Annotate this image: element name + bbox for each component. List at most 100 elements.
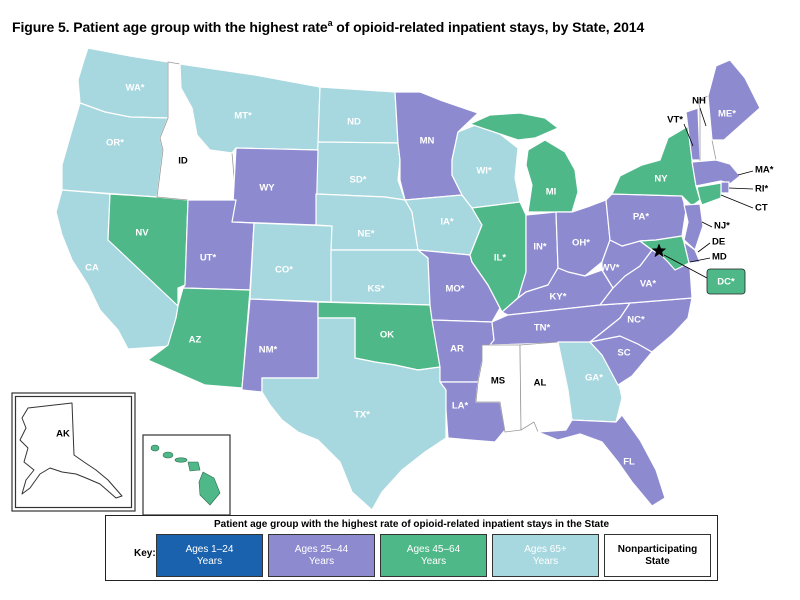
leader-line-ma bbox=[737, 170, 754, 176]
state-label-az: AZ bbox=[189, 335, 202, 346]
state-label-tx: TX* bbox=[354, 410, 370, 421]
figure-title-rest: of opioid-related inpatient stays, by St… bbox=[332, 19, 645, 35]
state-label-la: LA* bbox=[452, 401, 469, 412]
state-label-mo: MO* bbox=[446, 284, 465, 295]
state-label-dc: DC* bbox=[717, 277, 735, 288]
state-label-mn: MN bbox=[420, 136, 435, 147]
figure-title: Figure 5. Patient age group with the hig… bbox=[12, 18, 645, 36]
leader-line-md bbox=[689, 257, 711, 263]
state-label-in: IN* bbox=[533, 242, 547, 253]
legend-swatch-nonparticipating: Nonparticipating State bbox=[604, 534, 711, 577]
dc-callout-box bbox=[706, 268, 746, 295]
legend-swatch-line1: Nonparticipating bbox=[617, 543, 698, 555]
state-label-ut: UT* bbox=[200, 253, 217, 264]
legend-swatch-ages-25-44: Ages 25–44 Years bbox=[268, 534, 375, 577]
state-label-mi: MI bbox=[546, 187, 557, 198]
legend-swatch-line1: Ages 1–24 bbox=[185, 543, 234, 555]
legend-swatch-line1: Ages 45–64 bbox=[406, 543, 461, 555]
hawaii-island-oahu bbox=[162, 451, 174, 459]
state-de bbox=[683, 241, 701, 264]
legend-header: Patient age group with the highest rate … bbox=[213, 519, 610, 530]
state-label-sd: SD* bbox=[350, 175, 367, 186]
state-label-ks: KS* bbox=[368, 284, 385, 295]
state-ak bbox=[19, 402, 123, 499]
state-label-ky: KY* bbox=[550, 292, 567, 303]
footnote-marker: a bbox=[327, 18, 333, 28]
state-ma bbox=[691, 159, 741, 187]
leader-line-nh bbox=[699, 107, 707, 127]
state-label-al: AL bbox=[534, 378, 547, 389]
state-label-ga: GA* bbox=[585, 373, 603, 384]
state-label-ri: RI* bbox=[755, 184, 769, 195]
state-label-ma: MA* bbox=[755, 165, 774, 176]
state-label-va: VA* bbox=[640, 279, 656, 290]
leader-line-nj bbox=[701, 221, 713, 228]
dc-star-icon bbox=[651, 243, 667, 258]
state-label-mt: MT* bbox=[234, 111, 252, 122]
state-label-nh: NH bbox=[692, 96, 706, 107]
state-mi-upper bbox=[469, 112, 559, 141]
state-label-or: OR* bbox=[106, 138, 124, 149]
legend-swatch-line2: Years bbox=[420, 555, 447, 567]
state-shapes bbox=[19, 47, 761, 511]
state-sd bbox=[315, 141, 406, 201]
state-label-ak: AK bbox=[56, 429, 70, 440]
state-nc bbox=[589, 297, 693, 353]
legend-swatch-line2: Years bbox=[196, 555, 223, 567]
state-label-nv: NV bbox=[135, 228, 149, 239]
state-label-co: CO* bbox=[275, 265, 293, 276]
state-label-ny: NY bbox=[654, 174, 668, 185]
state-fl bbox=[537, 414, 666, 507]
state-nd bbox=[317, 86, 399, 144]
state-label-me: ME* bbox=[718, 109, 736, 120]
state-co bbox=[249, 222, 333, 303]
state-label-sc: SC bbox=[617, 348, 630, 359]
state-label-vt: VT* bbox=[667, 115, 683, 126]
state-label-ca: CA bbox=[85, 263, 99, 274]
legend-swatch-line2: Years bbox=[532, 555, 559, 567]
legend: Patient age group with the highest rate … bbox=[105, 515, 718, 581]
state-ri bbox=[720, 181, 730, 194]
state-label-ok: OK bbox=[380, 330, 394, 341]
state-label-de: DE bbox=[712, 237, 725, 248]
state-label-wi: WI* bbox=[476, 166, 492, 177]
legend-swatch-ages-45-64: Ages 45–64 Years bbox=[380, 534, 487, 577]
state-label-id: ID bbox=[178, 156, 188, 167]
legend-key-label: Key: bbox=[134, 548, 156, 559]
state-labels: WA* OR* CA NV ID MT* WY UT* CO* AZ NM* N… bbox=[56, 83, 736, 499]
leader-lines bbox=[663, 107, 754, 279]
legend-swatch-line1: Ages 25–44 bbox=[294, 543, 349, 555]
state-label-oh: OH* bbox=[572, 238, 590, 249]
legend-swatch-line2: State bbox=[645, 555, 670, 567]
state-hi bbox=[150, 444, 221, 506]
state-label-wa: WA* bbox=[126, 83, 145, 94]
state-ct bbox=[696, 182, 722, 206]
state-label-md: MD bbox=[712, 252, 727, 263]
state-or bbox=[61, 102, 169, 198]
state-label-pa: PA* bbox=[633, 212, 649, 223]
state-label-nm: NM* bbox=[259, 345, 278, 356]
state-label-nc: NC* bbox=[627, 315, 645, 326]
hawaii-island-molokai bbox=[174, 457, 188, 463]
legend-swatch-line1: Ages 65+ bbox=[524, 543, 567, 555]
figure-title-main: Figure 5. Patient age group with the hig… bbox=[12, 19, 328, 35]
leader-line-ri bbox=[728, 187, 754, 190]
hawaii-island-maui bbox=[187, 461, 201, 472]
state-label-ct: CT bbox=[755, 203, 768, 214]
state-label-nj: NJ* bbox=[714, 221, 730, 232]
state-wy bbox=[231, 147, 319, 226]
leader-labels: VT* NH MA* RI* CT NJ* DE MD bbox=[667, 96, 774, 263]
state-label-ar: AR bbox=[450, 344, 464, 355]
state-label-nd: ND bbox=[347, 117, 361, 128]
state-me bbox=[707, 59, 761, 141]
state-label-il: IL* bbox=[494, 253, 506, 264]
leader-line-vt bbox=[683, 123, 694, 147]
state-label-fl: FL bbox=[623, 457, 635, 468]
leader-line-ct bbox=[720, 194, 754, 209]
legend-swatch-line2: Years bbox=[308, 555, 335, 567]
state-label-wv: WV* bbox=[601, 263, 620, 274]
state-nj bbox=[683, 203, 704, 251]
leader-line-dc bbox=[663, 254, 708, 279]
leader-line-de bbox=[697, 242, 711, 253]
state-label-ne: NE* bbox=[358, 229, 375, 240]
